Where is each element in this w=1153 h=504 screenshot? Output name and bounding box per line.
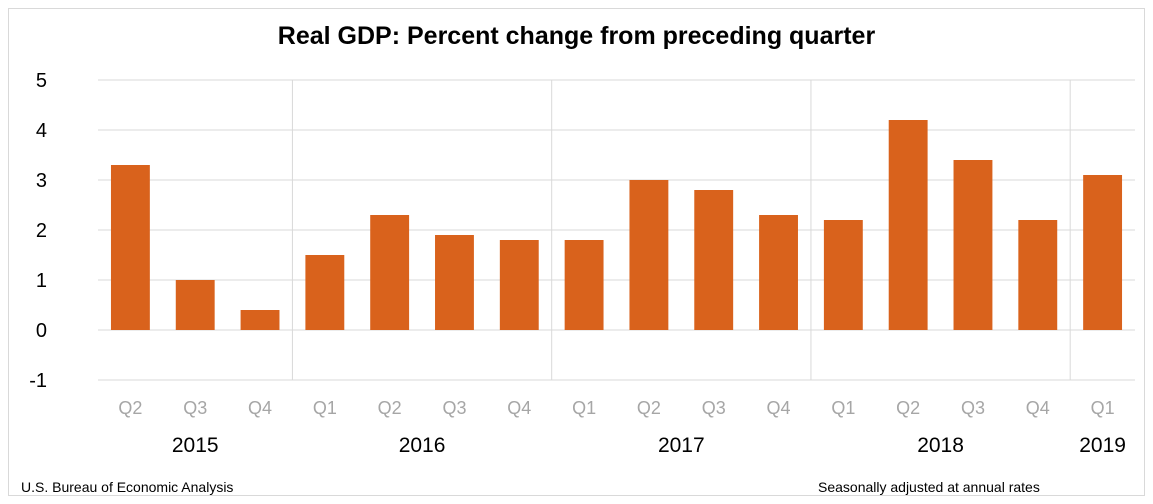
y-tick-label: 4 bbox=[36, 120, 47, 142]
quarter-label: Q2 bbox=[637, 398, 661, 418]
bar bbox=[305, 255, 345, 330]
adjustment-note: Seasonally adjusted at annual rates bbox=[818, 479, 1040, 495]
quarter-label: Q3 bbox=[702, 398, 726, 418]
quarter-label: Q4 bbox=[507, 398, 531, 418]
y-tick-label: -1 bbox=[29, 370, 47, 392]
quarter-label: Q2 bbox=[378, 398, 402, 418]
year-label: 2015 bbox=[172, 434, 219, 457]
y-tick-label: 5 bbox=[36, 70, 47, 92]
year-label: 2019 bbox=[1079, 434, 1126, 457]
year-label: 2018 bbox=[917, 434, 964, 457]
y-tick-label: 2 bbox=[36, 220, 47, 242]
bar bbox=[1018, 220, 1058, 330]
quarter-label: Q3 bbox=[961, 398, 985, 418]
y-tick-label: 3 bbox=[36, 170, 47, 192]
year-label: 2016 bbox=[399, 434, 446, 457]
bars bbox=[110, 120, 1123, 330]
quarter-label: Q4 bbox=[248, 398, 272, 418]
bar bbox=[759, 215, 798, 330]
y-tick-label: 0 bbox=[36, 320, 47, 342]
bar bbox=[953, 160, 993, 330]
quarter-label: Q2 bbox=[896, 398, 920, 418]
y-tick-label: 1 bbox=[36, 270, 47, 292]
quarter-label: Q3 bbox=[183, 398, 207, 418]
quarter-label: Q3 bbox=[442, 398, 466, 418]
quarter-label: Q1 bbox=[1091, 398, 1115, 418]
bar bbox=[370, 215, 410, 330]
bar bbox=[564, 240, 604, 330]
quarter-label: Q1 bbox=[831, 398, 855, 418]
quarter-label: Q4 bbox=[1026, 398, 1050, 418]
quarter-label: Q1 bbox=[313, 398, 337, 418]
bar bbox=[1083, 175, 1123, 330]
bar bbox=[888, 120, 928, 330]
bar bbox=[240, 310, 280, 330]
bar bbox=[435, 235, 474, 330]
bar bbox=[629, 180, 669, 330]
bar bbox=[823, 220, 863, 330]
year-separators bbox=[291, 80, 1071, 380]
quarter-label: Q2 bbox=[118, 398, 142, 418]
bar bbox=[175, 280, 215, 330]
source-note: U.S. Bureau of Economic Analysis bbox=[21, 479, 234, 495]
x-axis: Q2 Q3 Q4 Q1 Q2 Q3 Q4 Q1 Q2 Q3 Q4 Q1 Q2 Q3 Q4 Q1 2015 2016… bbox=[118, 398, 1126, 457]
bar bbox=[499, 240, 539, 330]
bar bbox=[694, 190, 734, 330]
quarter-label: Q4 bbox=[767, 398, 791, 418]
year-label: 2017 bbox=[658, 434, 705, 457]
chart-title: Real GDP: Percent change from preceding … bbox=[277, 22, 876, 50]
quarter-label: Q1 bbox=[572, 398, 596, 418]
y-axis: -1 0 1 2 3 4 5 bbox=[29, 70, 47, 392]
bar bbox=[110, 165, 150, 330]
